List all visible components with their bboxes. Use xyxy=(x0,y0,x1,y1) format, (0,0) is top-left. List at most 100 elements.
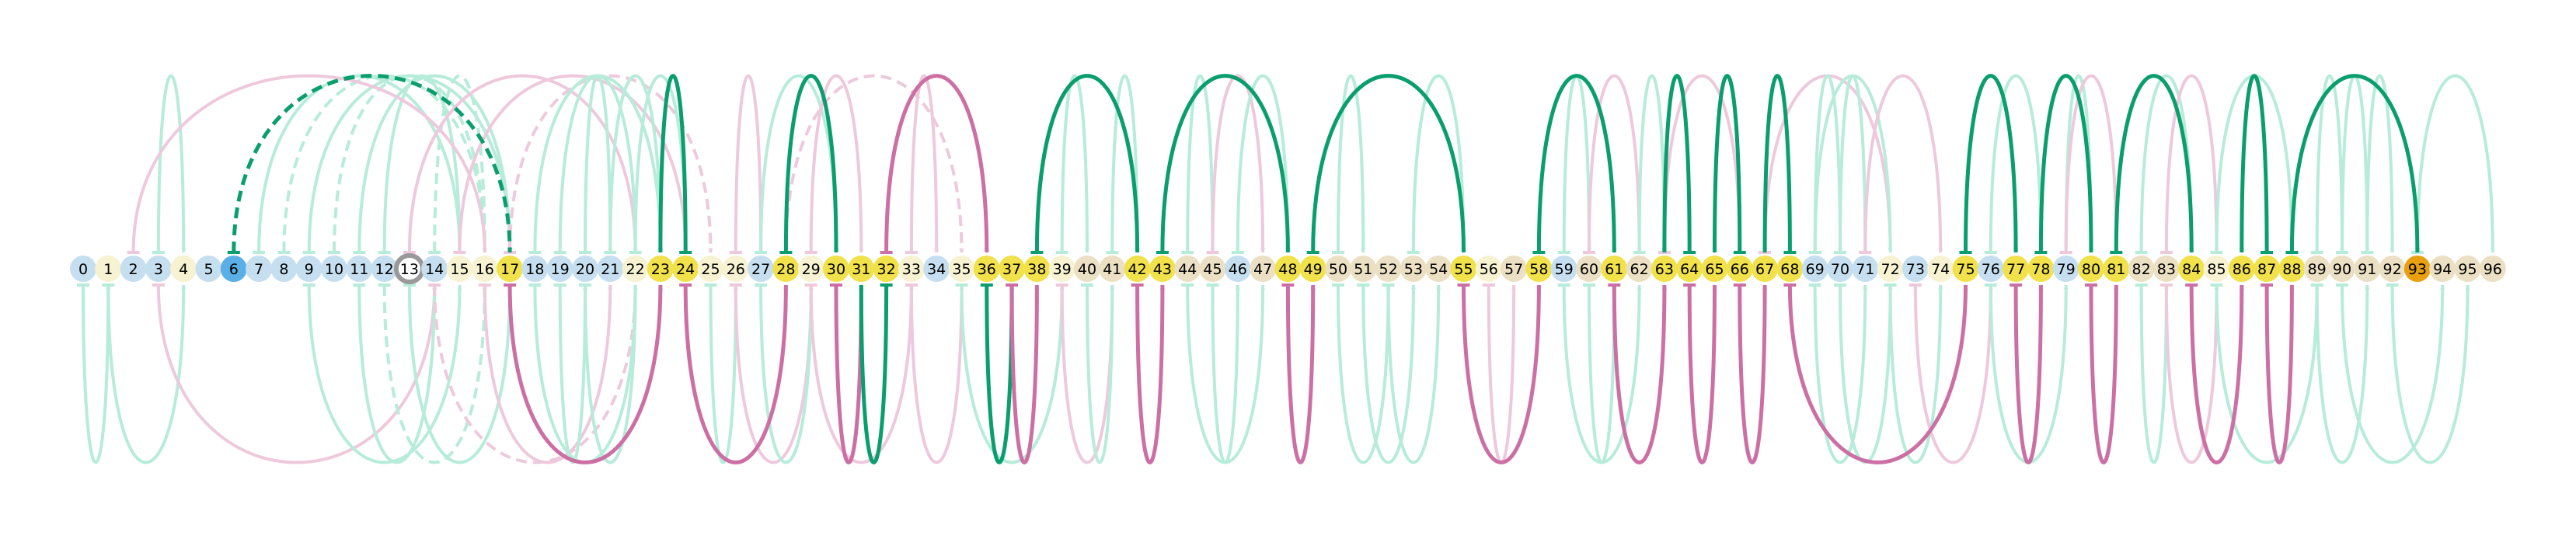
edge-40-to-41 xyxy=(1086,284,1115,464)
node-circle xyxy=(1726,256,1753,282)
node-51: 51 xyxy=(1350,256,1377,282)
edge-90-to-94 xyxy=(2341,284,2445,464)
node-label: 34 xyxy=(927,261,946,278)
node-56: 56 xyxy=(1475,256,1502,282)
edge-11-to-14 xyxy=(357,284,437,464)
node-84: 84 xyxy=(2178,256,2205,282)
node-circle xyxy=(2228,256,2255,282)
node-6: 6 xyxy=(220,256,247,282)
node-label: 25 xyxy=(701,261,720,278)
node-8: 8 xyxy=(270,256,298,282)
edge-12-to-16 xyxy=(382,284,487,464)
node-label: 20 xyxy=(576,261,594,278)
edge-87-to-86 xyxy=(2239,74,2269,253)
edge-7-to-15 xyxy=(257,74,462,253)
edge-84-to-86 xyxy=(2189,284,2244,464)
node-circle xyxy=(1525,256,1553,282)
node-label: 9 xyxy=(305,261,314,278)
node-label: 56 xyxy=(1480,261,1498,278)
node-37: 37 xyxy=(999,256,1026,282)
node-label: 10 xyxy=(325,261,343,278)
edge-50-to-51 xyxy=(1337,74,1366,253)
node-circle xyxy=(1325,256,1351,282)
node-label: 0 xyxy=(78,261,88,278)
edge-61-to-63 xyxy=(1612,284,1667,464)
node-circle xyxy=(1827,256,1853,282)
node-60: 60 xyxy=(1576,256,1602,282)
node-label: 78 xyxy=(2031,261,2050,278)
node-75: 75 xyxy=(1952,256,1979,282)
edge-63-to-66 xyxy=(1662,74,1742,253)
node-83: 83 xyxy=(2152,256,2180,282)
node-11: 11 xyxy=(346,256,373,282)
node-78: 78 xyxy=(2027,256,2055,282)
node-label: 84 xyxy=(2182,261,2201,278)
node-circle xyxy=(1475,256,1502,282)
edge-42-to-43 xyxy=(1135,284,1165,464)
node-label: 95 xyxy=(2458,261,2477,278)
node-label: 66 xyxy=(1731,261,1749,278)
edge-13-to-22 xyxy=(407,74,638,253)
node-circle xyxy=(2479,256,2506,282)
node-label: 76 xyxy=(1982,261,2000,278)
node-circle xyxy=(1074,256,1100,282)
node-label: 22 xyxy=(626,261,645,278)
node-63: 63 xyxy=(1651,256,1678,282)
node-circle xyxy=(1023,256,1051,282)
node-label: 87 xyxy=(2257,261,2276,278)
node-circle xyxy=(1174,256,1201,282)
edge-24-to-23 xyxy=(657,74,688,253)
node-label: 28 xyxy=(776,261,795,278)
node-circle xyxy=(1776,256,1804,282)
node-1: 1 xyxy=(95,256,122,282)
node-label: 12 xyxy=(375,261,394,278)
edge-85-to-88 xyxy=(2215,74,2295,253)
node-circle xyxy=(1224,256,1251,282)
node-circle xyxy=(2354,256,2381,282)
node-circle xyxy=(1299,256,1326,282)
node-circle xyxy=(1752,256,1779,282)
edge-37-to-38 xyxy=(1009,284,1040,464)
edge-1-to-4 xyxy=(106,284,186,464)
node-circle xyxy=(848,256,875,282)
node-circle xyxy=(572,256,598,282)
node-label: 65 xyxy=(1705,261,1724,278)
node-circle xyxy=(1801,256,1828,282)
node-circle xyxy=(471,256,498,282)
node-label: 31 xyxy=(852,261,870,278)
node-25: 25 xyxy=(697,256,724,282)
node-circle xyxy=(748,256,775,282)
node-label: 47 xyxy=(1253,261,1272,278)
edge-92-to-95 xyxy=(2390,284,2470,464)
node-89: 89 xyxy=(2303,256,2330,282)
node-90: 90 xyxy=(2329,256,2355,282)
edge-13-to-17 xyxy=(407,284,513,464)
node-46: 46 xyxy=(1224,256,1251,282)
node-label: 90 xyxy=(2333,261,2351,278)
node-label: 85 xyxy=(2207,261,2226,278)
node-20: 20 xyxy=(572,256,598,282)
node-label: 23 xyxy=(651,261,670,278)
node-58: 58 xyxy=(1525,256,1553,282)
node-label: 39 xyxy=(1053,261,1072,278)
edge-68-to-67 xyxy=(1762,74,1792,253)
edge-6-to-17 xyxy=(232,74,513,253)
edge-39-to-40 xyxy=(1060,74,1089,253)
edge-26-to-27 xyxy=(734,74,764,253)
node-label: 53 xyxy=(1404,261,1423,278)
edge-89-to-90 xyxy=(2315,74,2344,253)
edge-14-to-16 xyxy=(433,74,487,253)
node-label: 92 xyxy=(2383,261,2402,278)
node-48: 48 xyxy=(1274,256,1302,282)
node-52: 52 xyxy=(1375,256,1402,282)
node-label: 13 xyxy=(400,261,419,278)
node-circle xyxy=(722,256,749,282)
node-circle xyxy=(1274,256,1302,282)
node-64: 64 xyxy=(1676,256,1703,282)
node-circle xyxy=(446,256,473,282)
edge-71-to-74 xyxy=(1863,74,1943,253)
node-label: 3 xyxy=(154,261,163,278)
node-circle xyxy=(2178,256,2205,282)
node-41: 41 xyxy=(1099,256,1126,282)
edge-46-to-48 xyxy=(1236,74,1291,253)
